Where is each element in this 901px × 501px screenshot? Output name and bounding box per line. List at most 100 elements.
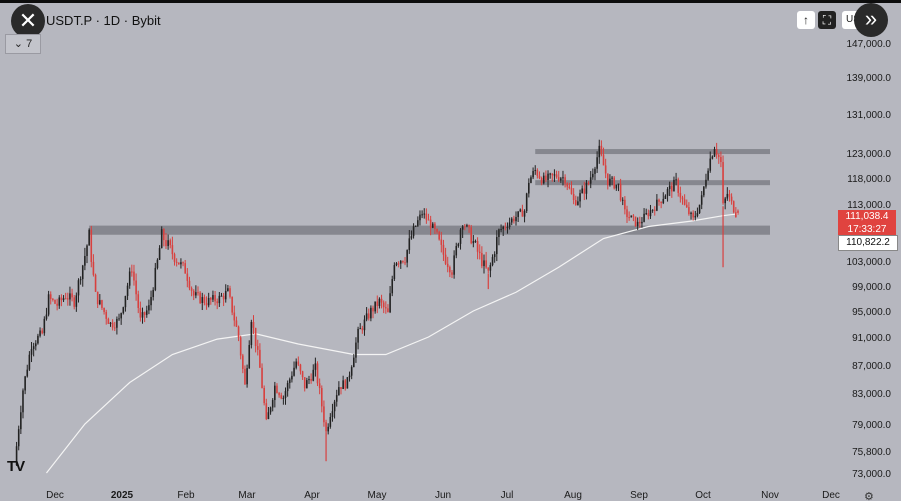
candle-body [242, 355, 244, 369]
time-axis[interactable]: Dec 2025 Feb Mar Apr May Jun Jul Aug Sep Oct Nov Dec [46, 490, 840, 501]
fullscreen-icon[interactable]: ⛶ [818, 11, 836, 29]
candle-body [220, 295, 223, 297]
candle-body [367, 313, 370, 319]
candle-body [28, 354, 31, 370]
close-icon[interactable]: ✕ [11, 4, 45, 38]
candle-body [301, 371, 304, 378]
candle-body [329, 416, 332, 427]
candle-body [713, 149, 716, 157]
candle-body [165, 240, 167, 247]
settings-icon[interactable]: ⚙ [864, 491, 874, 501]
candle-body [581, 188, 583, 194]
candle-body [118, 318, 120, 320]
candle-body [549, 173, 551, 175]
candle-body [197, 292, 199, 294]
candle-body [557, 177, 560, 181]
x-tick-label: 2025 [111, 490, 134, 501]
x-tick-label: Dec [46, 490, 64, 501]
candle-body [574, 200, 577, 205]
price-chart: 147,000.0 139,000.0 131,000.0 123,000.0 118,… [15, 39, 892, 501]
candle-body [327, 426, 329, 432]
candle-body [491, 257, 494, 266]
candle-body [636, 221, 639, 226]
candle-body [496, 237, 498, 255]
candle-body [615, 184, 618, 189]
candle-body [175, 261, 178, 263]
candle-body [551, 173, 554, 176]
candle-body [239, 337, 242, 356]
candle-body [476, 241, 479, 252]
candle-body [212, 295, 214, 300]
candle-body [393, 265, 396, 280]
y-tick-label: 79,000.0 [852, 420, 891, 431]
indicator-count: 7 [26, 38, 33, 50]
candle-body [542, 175, 545, 184]
candle-body [534, 170, 537, 172]
candle-body [126, 285, 129, 296]
candle-body [685, 204, 688, 208]
candle-body [299, 364, 302, 372]
candle-body [376, 301, 379, 306]
candle-body [252, 322, 255, 328]
candle-body [683, 199, 686, 205]
candle-body [423, 213, 426, 215]
candle-body [587, 182, 590, 184]
y-tick-label: 131,000.0 [847, 110, 892, 121]
arrow-up-icon[interactable]: ↑ [797, 11, 815, 29]
candle-body [205, 303, 208, 306]
candle-body [186, 273, 189, 281]
price-axis[interactable]: 147,000.0 139,000.0 131,000.0 123,000.0 118,… [847, 39, 892, 480]
candle-body [387, 308, 389, 313]
candle-body [606, 173, 609, 186]
candle-body [192, 290, 195, 296]
support-resistance-zones [89, 149, 771, 235]
x-tick-label: Mar [238, 490, 256, 501]
candle-body [250, 322, 253, 346]
indicators-toggle[interactable]: ⌄ 7 [5, 34, 41, 54]
candle-body [274, 385, 276, 401]
candle-body [613, 177, 615, 189]
chevrons-right-icon[interactable]: » [854, 3, 888, 37]
symbol-title[interactable]: USDT.P · 1D · Bybit [46, 13, 161, 28]
candle-body [92, 261, 95, 275]
candle-body [188, 280, 191, 289]
candle-body [86, 245, 88, 256]
candle-body [49, 294, 52, 299]
candle-body [350, 367, 353, 376]
candle-body [602, 154, 605, 166]
candle-body [320, 388, 323, 407]
candle-body [592, 173, 594, 178]
candle-body [340, 387, 342, 390]
candle-body [624, 199, 626, 210]
candle-body [318, 383, 321, 389]
candle-body [271, 400, 274, 408]
last-price-tag: 111,038.4 17:33:27 [838, 210, 896, 236]
candle-body [338, 387, 340, 396]
x-tick-label: Nov [761, 490, 779, 501]
candle-body [598, 145, 601, 158]
candle-body [671, 185, 673, 192]
candle-body [408, 238, 411, 251]
candle-body [417, 220, 419, 226]
candle-body [41, 330, 43, 334]
candle-body [568, 186, 571, 189]
candle-body [295, 361, 297, 368]
candle-body [585, 182, 588, 194]
candle-body [515, 217, 517, 222]
candle-body [502, 226, 505, 230]
candle-body [617, 183, 620, 185]
candle-body [583, 188, 586, 194]
last-price: 111,038.4 [845, 211, 889, 222]
candle-body [261, 367, 263, 389]
candle-body [700, 195, 703, 205]
candle-body [525, 193, 528, 212]
candle-body [333, 401, 336, 412]
candle-body [508, 222, 511, 228]
candle-body [419, 214, 421, 221]
candle-body [169, 240, 172, 246]
candle-body [681, 197, 684, 200]
candle-body [195, 292, 197, 296]
candle-body [653, 209, 656, 211]
candle-body [363, 319, 366, 331]
candle-body [566, 183, 569, 187]
